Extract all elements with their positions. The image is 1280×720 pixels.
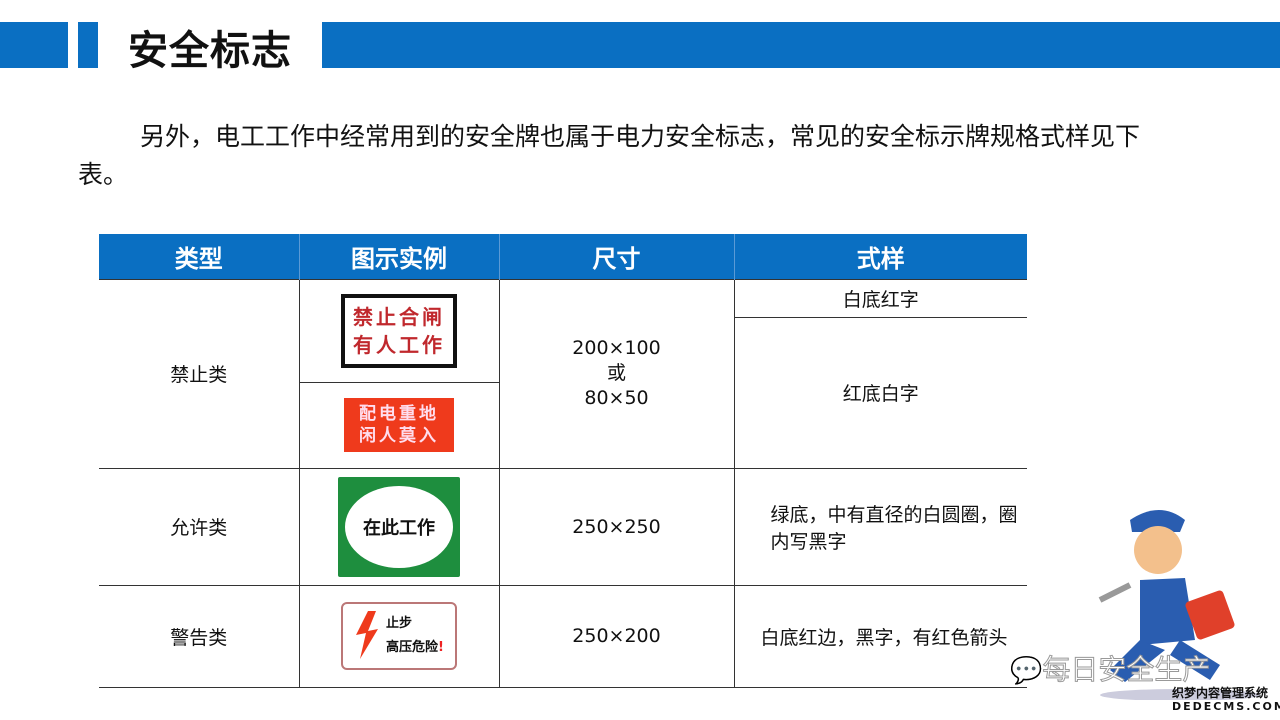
type-cell: 禁止类 [99,278,300,469]
permit-sign: 在此工作 [338,476,460,577]
size-cell: 250×200 [498,584,735,688]
header-bar-right [322,22,1280,68]
cms-watermark: 织梦内容管理系统 [1172,686,1269,700]
header-example: 图示实例 [298,234,499,279]
wechat-watermark: 💬每日安全生产 [1009,653,1211,687]
style-cell: 白底红字 [733,278,1027,318]
type-cell: 警告类 [99,584,300,688]
lightning-arrow-icon [356,611,379,659]
header-bar-small [78,22,98,68]
worker-mascot-illustration [1098,510,1260,700]
table-row: 禁止类 禁止合闸 有人工作 200×100 或 80×50 白底红字 [99,278,1027,469]
header-type: 类型 [99,234,299,279]
cms-url-watermark: DEDECMS.COM [1172,700,1280,713]
intro-paragraph: 另外，电工工作中经常用到的安全牌也属于电力安全标志，常见的安全标示牌规格式样见下… [78,122,1141,189]
example-cell: 禁止合闸 有人工作 [298,278,500,383]
table-row: 配电重地 闲人莫入 [99,381,1027,469]
table-row: 警告类 止步 高压危险! 250×200 白底红边，黑字，有红色箭头 [99,584,1027,688]
size-cell: 250×250 [498,467,735,586]
style-cell: 红底白字 [734,316,1027,469]
header-size: 尺寸 [498,234,734,279]
size-cell: 200×100 或 80×50 [498,278,735,469]
example-cell: 止步 高压危险! [298,584,500,688]
prohibit-sign-1: 禁止合闸 有人工作 [341,293,457,368]
warning-sign: 止步 高压危险! [341,602,457,670]
style-cell: 绿底，中有直径的白圆圈，圈内写黑字 [733,467,1027,586]
example-cell: 配电重地 闲人莫入 [299,381,499,469]
example-cell: 在此工作 [298,467,500,586]
prohibit-sign-2: 配电重地 闲人莫入 [344,398,454,452]
wechat-icon: 💬 [1009,656,1043,687]
sign-table: 类型 图示实例 尺寸 式样 禁止类 禁止合闸 有人工作 200×100 或 80×50… [99,234,1027,688]
page-title: 安全标志 [128,28,292,74]
style-cell: 白底红边，黑字，有红色箭头 [733,584,1027,688]
table-row: 允许类 在此工作 250×250 绿底，中有直径的白圆圈，圈内写黑字 [99,467,1027,586]
type-cell: 允许类 [99,467,300,586]
header-bar-left [0,22,68,68]
header-style: 式样 [733,234,1027,279]
table-header: 类型 图示实例 尺寸 式样 [99,234,1027,279]
